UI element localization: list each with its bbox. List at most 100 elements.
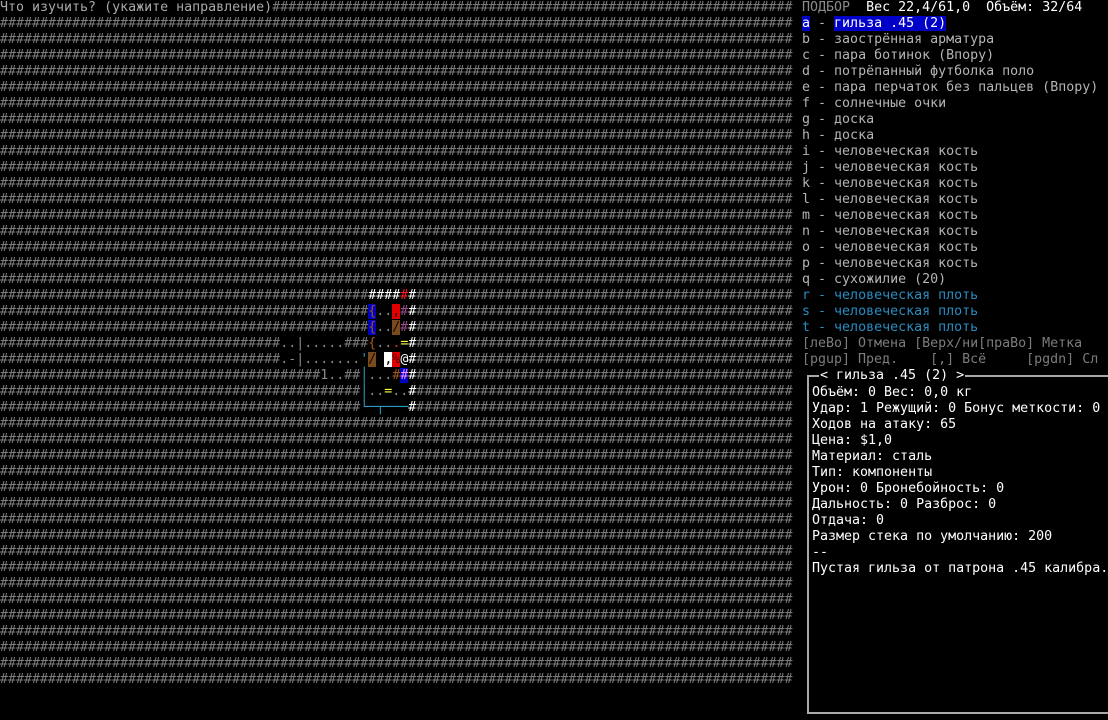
map-tiles-wall: ########################################…: [0, 448, 793, 463]
map-tiles-wall: ########################################…: [0, 464, 793, 479]
map-tiles-brown_on_blue: {: [368, 320, 377, 335]
map-tiles-floor: ..: [368, 384, 385, 399]
map-tiles-wall: ########################################: [0, 368, 321, 383]
map-tiles-purple: #: [400, 320, 409, 335]
item-f[interactable]: f - солнечные очки: [802, 96, 1108, 112]
item-l[interactable]: l - человеческая кость: [802, 192, 1108, 208]
map-tiles-wall: ########################################…: [0, 656, 793, 671]
item-r[interactable]: r - человеческая плоть: [802, 288, 1108, 304]
map-row: ########################################…: [0, 192, 793, 208]
map-tiles-wall: ########################################…: [0, 432, 793, 447]
map-row: ########################################…: [0, 432, 793, 448]
item-info-box: < гильза .45 (2) > Объём: 0 Вес: 0,0 кг У…: [807, 368, 1108, 714]
item-hotkey: h: [802, 128, 811, 143]
item-g[interactable]: g - доска: [802, 112, 1108, 128]
map-tiles-brown: #: [392, 368, 401, 383]
item-hotkey: e: [802, 80, 811, 95]
map-tiles-wall: ########################################…: [416, 352, 793, 367]
map-tiles-black_on_white: ,: [384, 352, 393, 367]
separator: -: [810, 80, 835, 95]
item-hotkey: l: [802, 192, 811, 207]
map-tiles-wall: ########################################…: [0, 160, 793, 175]
map-tiles-wall: ########################################…: [0, 544, 793, 559]
map-tiles-wall: ########################################…: [0, 224, 793, 239]
map-row: ########################################…: [0, 32, 793, 48]
info-line: Пустая гильза от патрона .45 калибра.: [812, 561, 1108, 576]
map-row: ########################################…: [0, 144, 793, 160]
separator: -: [810, 288, 835, 303]
item-n[interactable]: n - человеческая кость: [802, 224, 1108, 240]
map-row: ###################################.-|..…: [0, 352, 793, 368]
separator: -: [810, 208, 835, 223]
item-label: потрёпанный футболка поло: [834, 64, 1035, 79]
map-view[interactable]: Что изучить? (укажите направление)######…: [0, 0, 796, 720]
item-hotkey: t: [802, 320, 811, 335]
separator: -: [810, 240, 835, 255]
map-row: ########################################…: [0, 288, 793, 304]
item-i[interactable]: i - человеческая кость: [802, 144, 1108, 160]
item-q[interactable]: q - сухожилие (20): [802, 272, 1108, 288]
map-tiles-wall: ########################################…: [416, 384, 793, 399]
info-line: Материал: сталь: [812, 449, 933, 464]
look-prompt: Что изучить? (укажите направление): [0, 0, 273, 15]
map-tiles-wall: ########################################…: [0, 416, 793, 431]
item-p[interactable]: p - человеческая кость: [802, 256, 1108, 272]
item-o[interactable]: o - человеческая кость: [802, 240, 1108, 256]
item-hotkey: b: [802, 32, 811, 47]
item-label: заострённая арматура: [834, 32, 995, 47]
map-tiles-brown: {: [368, 336, 377, 351]
map-row: ########################################…: [0, 528, 793, 544]
item-h[interactable]: h - доска: [802, 128, 1108, 144]
map-row: ########################################…: [0, 320, 793, 336]
map-tiles-wall: ########################################…: [0, 608, 793, 623]
item-e[interactable]: e - пара перчаток без пальцев (Впору): [802, 80, 1108, 96]
item-a[interactable]: a - гильза .45 (2): [802, 16, 1108, 32]
map-row: ########################################…: [0, 208, 793, 224]
item-d[interactable]: d - потрёпанный футболка поло: [802, 64, 1108, 80]
map-tiles-floor: ..|.....: [280, 336, 345, 351]
separator: -: [810, 144, 835, 159]
map-row: ########################################…: [0, 112, 793, 128]
info-line: Урон: 0 Бронебойность: 0: [812, 481, 1005, 496]
item-hotkey: k: [802, 176, 811, 191]
item-label: человеческая кость: [834, 224, 979, 239]
item-j[interactable]: j - человеческая кость: [802, 160, 1108, 176]
map-tiles-wall: ########################################…: [0, 304, 369, 319]
separator: -: [810, 192, 835, 207]
map-tiles-wall: ########################################…: [0, 192, 793, 207]
hint-line-2: [pgup] Пред. [,] Всё [pgdn] Сл: [802, 352, 1099, 367]
map-row: ########################################…: [0, 80, 793, 96]
item-m[interactable]: m - человеческая кость: [802, 208, 1108, 224]
map-tiles-cyan: │: [360, 368, 369, 383]
pickup-panel: ПОДБОР Вес 22,4/61,0 Объём: 32/64 a - ги…: [802, 0, 1108, 720]
item-hotkey: s: [802, 304, 811, 319]
map-tiles-wall: ########################################…: [416, 304, 793, 319]
separator: -: [810, 304, 835, 319]
item-label: человеческая кость: [834, 256, 979, 271]
item-label: человеческая кость: [834, 144, 979, 159]
map-tiles-white: ####: [368, 288, 401, 303]
map-tiles-wall: ###: [344, 336, 369, 351]
item-c[interactable]: c - пара ботинок (Впору): [802, 48, 1108, 64]
item-hotkey: c: [802, 48, 811, 63]
info-line: Объём: 0 Вес: 0,0 кг: [812, 385, 973, 400]
map-tiles-wall: ###################################: [0, 352, 281, 367]
item-label: солнечные очки: [834, 96, 947, 111]
map-tiles-wall: ########################################…: [0, 240, 793, 255]
map-tiles-redfloor: .: [392, 336, 401, 351]
map-tiles-white: #: [408, 352, 417, 367]
item-b[interactable]: b - заострённая арматура: [802, 32, 1108, 48]
item-k[interactable]: k - человеческая кость: [802, 176, 1108, 192]
map-tiles-floor: ..: [376, 304, 393, 319]
weight-readout: Вес 22,4/61,0: [866, 0, 971, 15]
separator: -: [810, 32, 835, 47]
item-s[interactable]: s - человеческая плоть: [802, 304, 1108, 320]
item-t[interactable]: t - человеческая плоть: [802, 320, 1108, 336]
separator: -: [810, 96, 835, 111]
item-label: гильза .45 (2): [834, 16, 947, 31]
item-label: человеческая кость: [834, 208, 979, 223]
map-tiles-wall: ########################################…: [0, 624, 793, 639]
map-row: ########################################…: [0, 624, 793, 640]
item-hotkey: i: [802, 144, 811, 159]
separator: -: [810, 224, 835, 239]
